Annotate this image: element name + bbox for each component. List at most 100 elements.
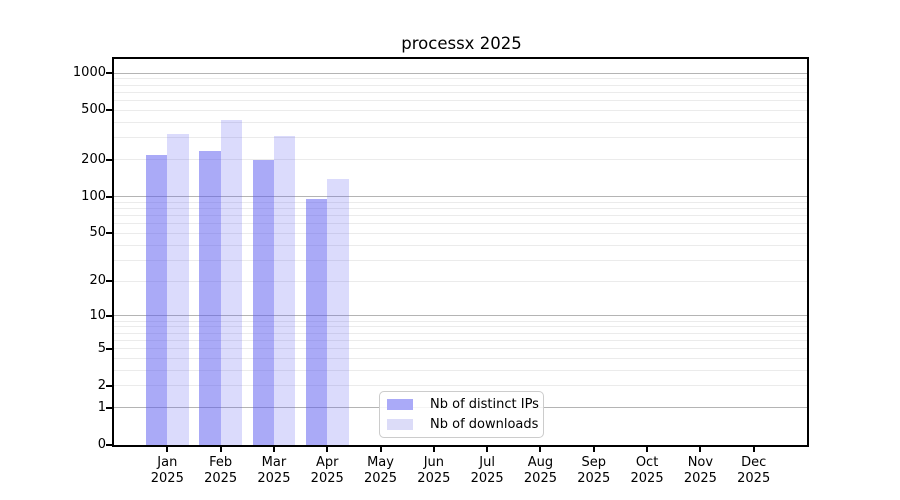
x-tick-year: 2025 — [683, 471, 717, 486]
y-axis-tick-label: 1 — [97, 399, 106, 415]
gridline-minor — [114, 232, 807, 234]
x-tick-mark — [379, 447, 382, 452]
x-tick-mark — [219, 447, 222, 452]
x-tick-year: 2025 — [204, 471, 238, 486]
x-tick-month: Aug — [527, 455, 554, 470]
x-axis-tick-label: Jan 2025 — [135, 455, 199, 487]
x-axis-tick-label: Sep 2025 — [562, 455, 626, 487]
gridline-minor — [114, 100, 807, 102]
x-axis-tick-label: Aug 2025 — [508, 455, 572, 487]
x-tick-month: Jan — [157, 455, 178, 470]
gridline-major — [114, 315, 807, 317]
bar-downloads — [327, 178, 349, 445]
bar-distinct-ips — [305, 198, 328, 445]
x-tick-month: May — [367, 455, 394, 470]
gridline-minor — [114, 385, 807, 387]
gridline-minor — [114, 109, 807, 111]
y-axis-tick-label: 5 — [97, 340, 106, 356]
x-axis-tick-label: Mar 2025 — [242, 455, 306, 487]
x-tick-mark — [272, 447, 275, 452]
x-axis-tick-label: Jun 2025 — [402, 455, 466, 487]
gridline-minor — [114, 223, 807, 225]
legend-item: Nb of downloads — [387, 416, 538, 434]
gridline-minor — [114, 215, 807, 217]
gridline-minor — [114, 201, 807, 203]
x-tick-mark — [539, 447, 542, 452]
gridline-minor — [114, 159, 807, 161]
bar-downloads — [273, 136, 296, 445]
gridline-minor — [114, 369, 807, 371]
x-tick-year: 2025 — [470, 471, 504, 486]
gridline-minor — [114, 320, 807, 322]
x-tick-month: Jul — [479, 455, 495, 470]
y-tick-mark — [106, 347, 112, 350]
x-tick-month: Apr — [315, 455, 339, 470]
x-tick-mark — [432, 447, 435, 452]
gridline-minor — [114, 207, 807, 209]
x-tick-year: 2025 — [523, 471, 557, 486]
bar-downloads — [167, 134, 189, 445]
chart-title: processx 2025 — [401, 34, 522, 53]
gridline-minor — [114, 121, 807, 123]
x-tick-month: Dec — [741, 455, 767, 470]
gridline-minor — [114, 280, 807, 282]
x-tick-year: 2025 — [417, 471, 451, 486]
x-axis-tick-label: Nov 2025 — [668, 455, 732, 487]
x-tick-mark — [592, 447, 595, 452]
y-axis-tick-label: 20 — [89, 273, 106, 289]
grid-layer — [114, 59, 807, 445]
gridline-minor — [114, 91, 807, 93]
y-axis-tick-label: 500 — [81, 102, 106, 118]
x-tick-mark — [326, 447, 329, 452]
legend-swatch-downloads — [387, 419, 413, 430]
x-tick-mark — [486, 447, 489, 452]
gridline-minor — [114, 84, 807, 86]
gridline-minor — [114, 244, 807, 246]
y-tick-mark — [106, 232, 112, 235]
y-tick-mark — [106, 158, 112, 161]
gridline-minor — [114, 357, 807, 359]
y-axis-tick-label: 100 — [81, 188, 106, 204]
y-axis-tick-label: 0 — [97, 437, 106, 452]
x-tick-year: 2025 — [577, 471, 611, 486]
legend-item: Nb of distinct IPs — [387, 396, 539, 414]
gridline-minor — [114, 332, 807, 334]
bar-distinct-ips — [145, 154, 168, 445]
x-axis-tick-label: Apr 2025 — [295, 455, 359, 487]
x-axis-tick-label: May 2025 — [349, 455, 413, 487]
gridline-minor — [114, 326, 807, 328]
x-tick-month: Jun — [423, 455, 444, 470]
gridline-major — [114, 196, 807, 198]
gridline-minor — [114, 339, 807, 341]
gridline-minor — [114, 348, 807, 350]
x-tick-month: Feb — [209, 455, 233, 470]
bar-distinct-ips — [199, 151, 221, 445]
x-tick-month: Nov — [687, 455, 714, 470]
gridline-minor — [114, 259, 807, 261]
y-axis-tick-label: 2 — [97, 377, 106, 393]
x-tick-month: Sep — [581, 455, 607, 470]
x-tick-month: Oct — [635, 455, 659, 470]
y-tick-mark — [106, 280, 112, 283]
y-tick-mark — [106, 109, 112, 112]
y-tick-mark — [106, 195, 112, 198]
y-tick-mark — [106, 384, 112, 387]
x-tick-mark — [646, 447, 649, 452]
legend-swatch-distinct-ips — [387, 399, 413, 410]
gridline-minor — [114, 137, 807, 139]
bar-downloads — [220, 119, 242, 445]
y-tick-mark — [106, 314, 112, 317]
plot-area — [112, 57, 809, 447]
y-axis-tick-label: 50 — [89, 225, 106, 241]
y-axis-tick-label: 10 — [89, 307, 106, 323]
gridline-minor — [114, 78, 807, 80]
x-tick-year: 2025 — [150, 471, 184, 486]
x-axis-tick-label: Dec 2025 — [722, 455, 786, 487]
y-tick-mark — [106, 406, 112, 409]
x-tick-year: 2025 — [737, 471, 771, 486]
x-axis-tick-label: Feb 2025 — [189, 455, 253, 487]
y-axis-tick-label: 1000 — [72, 65, 106, 81]
legend: Nb of distinct IPs Nb of downloads — [379, 391, 544, 438]
x-tick-year: 2025 — [310, 471, 344, 486]
